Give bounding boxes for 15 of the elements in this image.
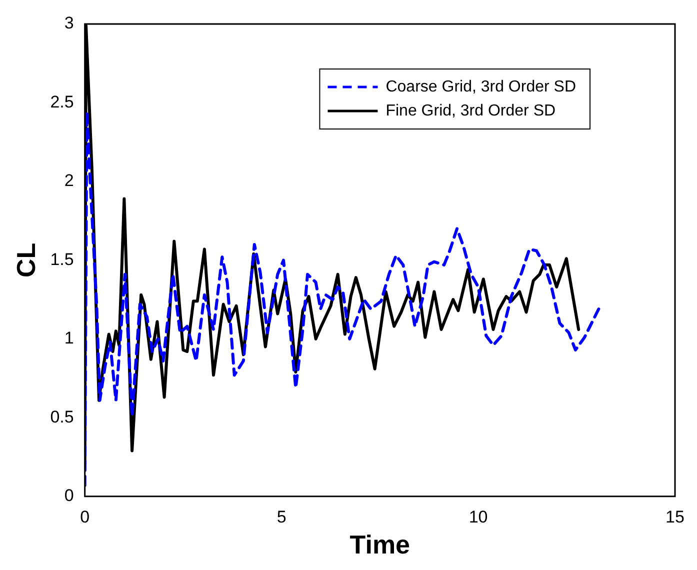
y-tick-label: 1 (64, 328, 74, 348)
y-tick-label: 0.5 (50, 407, 74, 426)
y-tick-label: 1.5 (50, 250, 74, 269)
legend-label: Fine Grid, 3rd Order SD (386, 102, 556, 120)
x-tick-label: 5 (276, 507, 286, 526)
x-tick-label: 15 (666, 507, 684, 526)
y-tick-label: 2 (64, 171, 74, 190)
x-axis-title: Time (350, 530, 410, 560)
x-tick-label: 10 (468, 507, 488, 526)
y-tick-label: 0 (64, 486, 74, 506)
y-tick-label: 3 (64, 14, 74, 33)
x-tick-label: 0 (80, 507, 90, 526)
y-tick-label: 2.5 (50, 92, 74, 112)
y-axis-title: CL (10, 242, 41, 278)
legend-label: Coarse Grid, 3rd Order SD (386, 78, 576, 96)
